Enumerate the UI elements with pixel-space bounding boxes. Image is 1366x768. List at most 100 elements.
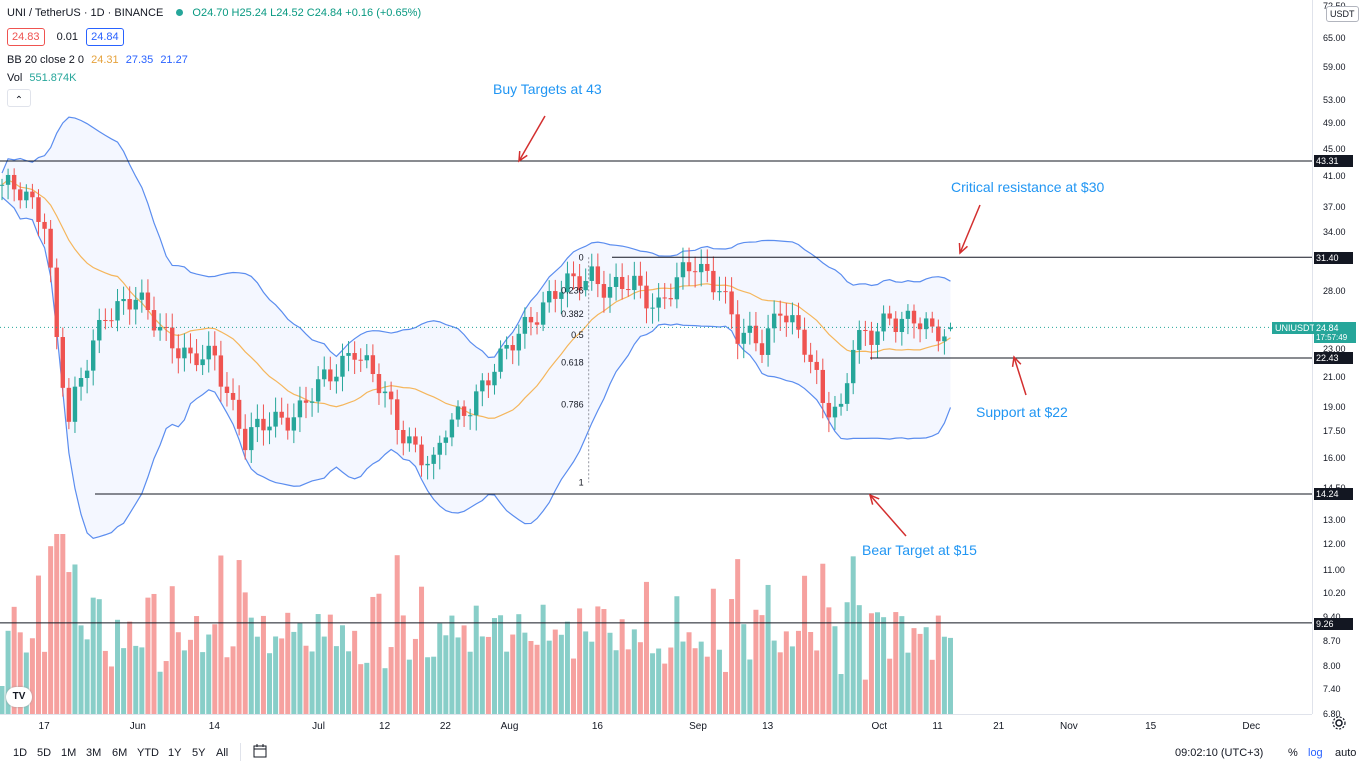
volume-bar <box>868 613 874 714</box>
candle-body <box>613 276 619 287</box>
bb-lower-line <box>1 196 952 540</box>
volume-bar <box>151 593 157 714</box>
candle-body <box>267 426 272 431</box>
gear-icon[interactable] <box>1332 716 1346 735</box>
candle-body <box>936 326 941 342</box>
bb-legend[interactable]: BB 20 close 2 0 24.31 27.35 21.27 <box>7 54 192 66</box>
tradingview-logo[interactable]: TV <box>6 687 32 707</box>
range-3m[interactable]: 3M <box>86 747 102 759</box>
range-5y[interactable]: 5Y <box>192 747 206 759</box>
volume-bar <box>735 559 741 714</box>
candle <box>303 386 309 419</box>
price-axis-label: 53.00 <box>1323 94 1346 105</box>
price-axis-label: 65.00 <box>1323 33 1346 44</box>
calendar-icon[interactable] <box>253 744 267 761</box>
candle <box>443 430 449 456</box>
range-1m[interactable]: 1M <box>61 747 77 759</box>
range-ytd[interactable]: YTD <box>137 747 159 759</box>
buy-button[interactable]: 24.84 <box>86 28 124 46</box>
volume-bar <box>35 575 41 714</box>
range-1y[interactable]: 1Y <box>168 747 182 759</box>
candle-body <box>115 301 120 321</box>
volume-bar <box>765 584 771 714</box>
candle <box>382 381 388 408</box>
current-symbol-tag: UNIUSDT <box>1272 322 1318 334</box>
candle <box>595 253 601 298</box>
symbol-title: UNI / TetherUS · 1D · BINANCE <box>7 7 164 19</box>
candle <box>863 320 868 346</box>
candle-body <box>291 417 297 431</box>
candle <box>212 331 217 371</box>
candle-body <box>577 276 582 291</box>
range-6m[interactable]: 6M <box>112 747 128 759</box>
sell-button[interactable]: 24.83 <box>7 28 45 46</box>
candle <box>577 263 582 301</box>
candle-body <box>662 297 667 299</box>
candle-body <box>200 359 205 366</box>
auto-toggle[interactable]: auto <box>1335 747 1357 759</box>
price-axis-label: 23.00 <box>1323 344 1346 355</box>
volume-bar <box>54 534 60 714</box>
candle-body <box>176 348 181 359</box>
candle-body <box>364 355 369 361</box>
candle-body <box>11 174 17 190</box>
range-1d[interactable]: 1D <box>13 747 28 759</box>
time-axis-label: 16 <box>591 721 603 732</box>
range-all[interactable]: All <box>216 747 229 759</box>
volume-bar <box>352 630 358 714</box>
time-axis-label: 14 <box>208 721 220 732</box>
candle-body <box>461 406 467 416</box>
candle-body <box>133 299 138 310</box>
volume-bar <box>102 650 108 714</box>
log-toggle[interactable]: log <box>1308 747 1323 759</box>
vol-name: Vol <box>7 72 23 84</box>
bb-upper: 27.35 <box>125 54 154 66</box>
candle-body <box>510 345 515 351</box>
candle <box>127 286 132 325</box>
candle <box>91 329 96 386</box>
candle-body <box>747 325 753 333</box>
volume-bar <box>583 631 589 714</box>
candle-body <box>674 277 680 300</box>
volume-bar <box>650 653 656 714</box>
time-axis[interactable]: 17 Jun 14 Jul 12 22 Aug 16 Sep 13 Oct 11 21 Nov 15 Dec <box>0 714 1312 739</box>
annotation-buy-targets: Buy Targets at 43 <box>493 81 602 97</box>
candle-body <box>534 322 540 325</box>
volume-bar <box>522 632 528 714</box>
volume-bar <box>820 563 826 714</box>
candle <box>619 263 625 300</box>
volume-bar <box>668 647 674 714</box>
candle <box>297 386 303 433</box>
candle <box>759 329 765 364</box>
fib-label: 1 <box>579 477 584 487</box>
chart-pane[interactable]: 0 0.236 0.382 0.5 0.618 0.786 1 UNI / TetherUS… <box>0 0 1312 714</box>
arrow-buy-target-head <box>518 150 528 163</box>
candle <box>650 293 655 324</box>
volume-bar <box>285 612 291 714</box>
candle <box>352 341 357 375</box>
volume-legend[interactable]: Vol 551.874K <box>7 72 80 84</box>
percent-toggle[interactable]: % <box>1288 747 1298 759</box>
candle-body <box>194 353 199 366</box>
candle-body <box>851 349 856 384</box>
candle <box>24 184 29 209</box>
candle <box>437 435 442 470</box>
candle-body <box>54 267 59 338</box>
price-chart[interactable]: 0 0.236 0.382 0.5 0.618 0.786 1 <box>0 0 1312 714</box>
range-5d[interactable]: 5D <box>37 747 52 759</box>
candle <box>917 317 923 343</box>
volume-bar <box>905 652 911 714</box>
collapse-legend-button[interactable]: ⌃ <box>7 89 31 107</box>
currency-badge[interactable]: USDT <box>1326 6 1359 22</box>
time-axis-label: 22 <box>439 721 451 732</box>
candle <box>449 413 455 447</box>
fib-label: 0.236 <box>561 286 584 296</box>
candle <box>255 404 260 443</box>
annotation-support: Support at $22 <box>976 404 1068 420</box>
volume-bar <box>248 617 254 714</box>
volume-bar <box>218 555 224 714</box>
volume-bar <box>115 619 121 714</box>
clock-display[interactable]: 09:02:10 (UTC+3) <box>1175 747 1264 759</box>
price-axis-label: 59.00 <box>1323 62 1346 73</box>
volume-bar <box>498 615 504 714</box>
